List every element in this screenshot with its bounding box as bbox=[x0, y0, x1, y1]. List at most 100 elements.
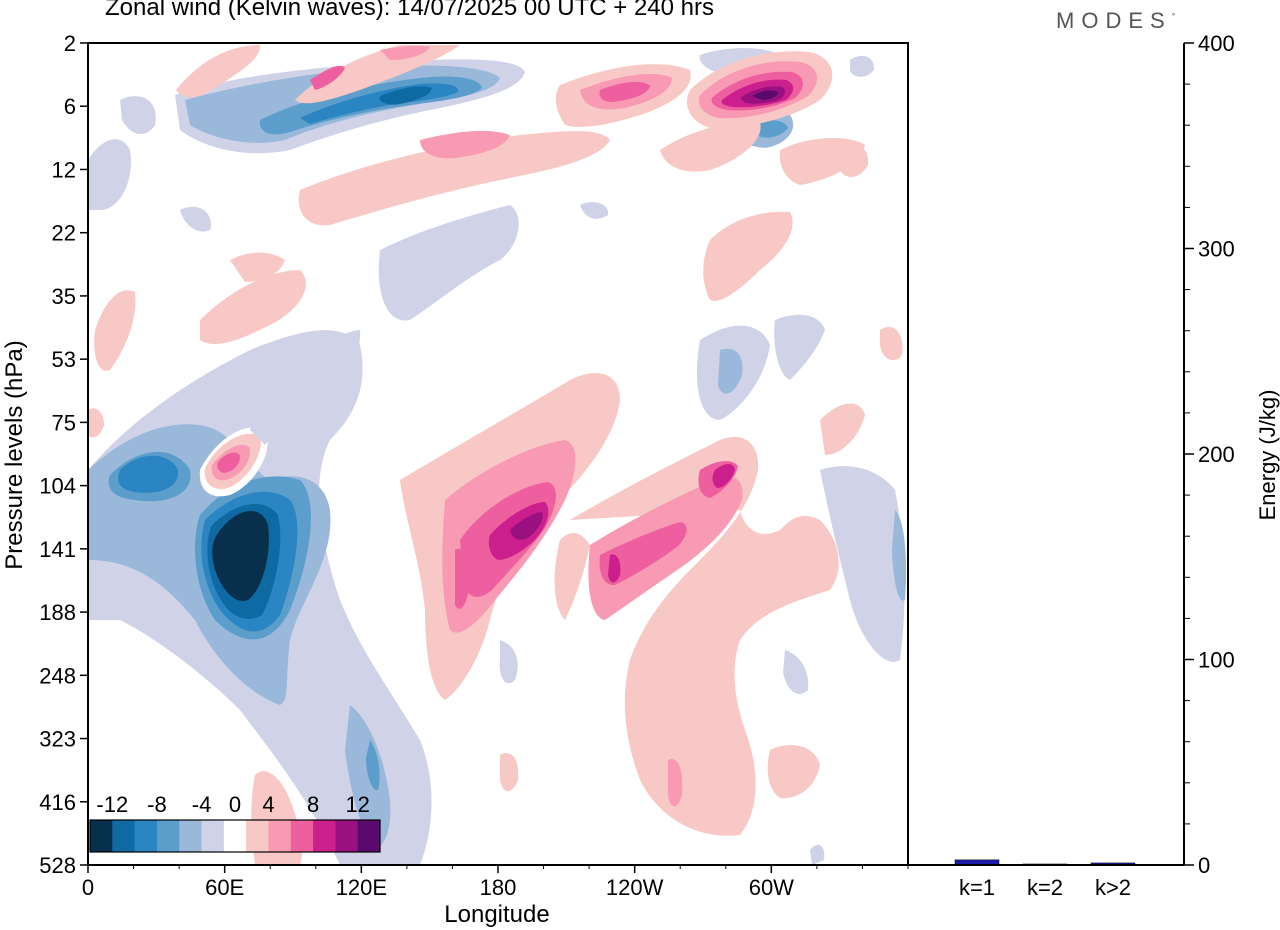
colorbar: -12 -8 -4 0 4 8 12 bbox=[89, 792, 381, 853]
y-tick-label: 6 bbox=[64, 94, 76, 119]
wind-contours bbox=[88, 45, 907, 865]
positive-contour bbox=[608, 554, 621, 583]
positive-contour bbox=[420, 130, 510, 159]
energy-category-label: k>2 bbox=[1095, 875, 1131, 900]
colorbar-segment bbox=[246, 820, 269, 852]
x-tick-label: 120E bbox=[336, 875, 387, 900]
negative-contour bbox=[774, 314, 825, 380]
x-tick-label: 0 bbox=[82, 875, 94, 900]
x-tick-label: 180 bbox=[480, 875, 517, 900]
energy-axis-label: Energy (J/kg) bbox=[1255, 390, 1280, 521]
negative-contour bbox=[810, 844, 825, 865]
y-tick-label: 75 bbox=[52, 410, 76, 435]
negative-contour bbox=[820, 466, 905, 662]
brand-logo: MODES° bbox=[1056, 8, 1176, 33]
colorbar-segment bbox=[179, 820, 203, 852]
energy-bars: k=1 k=2 k>2 bbox=[954, 859, 1136, 900]
y-tick-label: 248 bbox=[39, 663, 76, 688]
positive-contour bbox=[455, 548, 470, 609]
x-axis-label: Longitude bbox=[444, 901, 549, 928]
positive-contour bbox=[703, 211, 793, 301]
colorbar-segment bbox=[313, 820, 336, 852]
positive-contour bbox=[94, 290, 136, 371]
x-axis: 0 60E 120E 180 120W 60W bbox=[82, 865, 909, 900]
negative-contour bbox=[755, 120, 788, 138]
y-tick-label: 35 bbox=[52, 284, 76, 309]
positive-contour bbox=[599, 81, 650, 102]
negative-contour bbox=[499, 640, 518, 684]
y-tick-label: 141 bbox=[39, 537, 76, 562]
colorbar-segment bbox=[335, 820, 359, 852]
energy-category-label: k=1 bbox=[959, 875, 995, 900]
negative-contour bbox=[212, 510, 269, 601]
negative-contour bbox=[783, 650, 809, 694]
colorbar-label: -12 bbox=[96, 792, 128, 817]
colorbar-segment bbox=[156, 820, 180, 852]
negative-contour bbox=[580, 202, 609, 219]
negative-contour bbox=[892, 510, 907, 601]
colorbar-label: 4 bbox=[262, 792, 274, 817]
negative-contour bbox=[250, 330, 361, 445]
positive-contour bbox=[217, 452, 240, 473]
energy-tick-label: 200 bbox=[1198, 442, 1235, 467]
energy-tick-label: 100 bbox=[1198, 648, 1235, 673]
colorbar-segment bbox=[134, 820, 158, 852]
negative-contour bbox=[366, 740, 380, 791]
y-tick-label: 528 bbox=[39, 853, 76, 878]
positive-contour bbox=[298, 131, 610, 226]
positive-contour bbox=[510, 512, 543, 540]
colorbar-label: 12 bbox=[345, 792, 369, 817]
colorbar-label: -4 bbox=[192, 792, 212, 817]
colorbar-segment bbox=[268, 820, 292, 852]
y-axis-label: Pressure levels (hPa) bbox=[1, 340, 28, 569]
positive-contour bbox=[712, 464, 735, 488]
positive-contour bbox=[380, 46, 430, 60]
energy-axis: 0 100 200 300 400 bbox=[1184, 31, 1235, 878]
y-tick-label: 2 bbox=[64, 31, 76, 56]
colorbar-frame bbox=[89, 819, 381, 853]
energy-tick-label: 0 bbox=[1198, 853, 1210, 878]
colorbar-segment bbox=[223, 820, 247, 852]
x-tick-label: 60W bbox=[749, 875, 794, 900]
positive-contour bbox=[88, 408, 104, 438]
positive-contour bbox=[767, 745, 820, 799]
energy-tick-label: 300 bbox=[1198, 237, 1235, 262]
negative-contour bbox=[379, 86, 432, 105]
positive-contour bbox=[599, 522, 687, 586]
negative-contour bbox=[345, 705, 391, 850]
colorbar-segment bbox=[290, 820, 314, 852]
x-tick-label: 60E bbox=[205, 875, 244, 900]
energy-panel: k=1 k=2 k>2 0 100 200 300 400 Energy (J/kg) bbox=[907, 31, 1280, 900]
energy-tick-label: 400 bbox=[1198, 31, 1235, 56]
positive-contour bbox=[230, 252, 285, 282]
y-tick-label: 104 bbox=[39, 474, 76, 499]
positive-contour bbox=[295, 45, 460, 104]
positive-contour bbox=[554, 436, 839, 836]
positive-contour bbox=[752, 90, 778, 100]
y-tick-label: 188 bbox=[39, 600, 76, 625]
positive-contour bbox=[668, 759, 683, 807]
colorbar-label: 8 bbox=[307, 792, 319, 817]
negative-contour bbox=[180, 206, 211, 232]
colorbar-label: -8 bbox=[147, 792, 167, 817]
colorbar-segment bbox=[357, 820, 381, 852]
y-tick-label: 53 bbox=[52, 347, 76, 372]
negative-contour bbox=[120, 96, 156, 135]
energy-category-label: k=2 bbox=[1027, 875, 1063, 900]
colorbar-segment bbox=[112, 820, 136, 852]
colorbar-segment bbox=[201, 820, 225, 852]
positive-contour bbox=[820, 403, 865, 455]
colorbar-label: 0 bbox=[229, 792, 241, 817]
positive-contour bbox=[200, 270, 306, 345]
positive-contour bbox=[660, 121, 761, 172]
negative-contour bbox=[850, 55, 875, 77]
negative-contour bbox=[88, 139, 131, 210]
chart-title: Zonal wind (Kelvin waves): 14/07/2025 00… bbox=[105, 0, 714, 21]
y-tick-label: 12 bbox=[52, 157, 76, 182]
positive-contour bbox=[880, 326, 903, 361]
x-tick-label: 120W bbox=[606, 875, 664, 900]
positive-contour bbox=[310, 65, 345, 90]
y-tick-label: 323 bbox=[39, 727, 76, 752]
positive-contour bbox=[176, 45, 261, 98]
